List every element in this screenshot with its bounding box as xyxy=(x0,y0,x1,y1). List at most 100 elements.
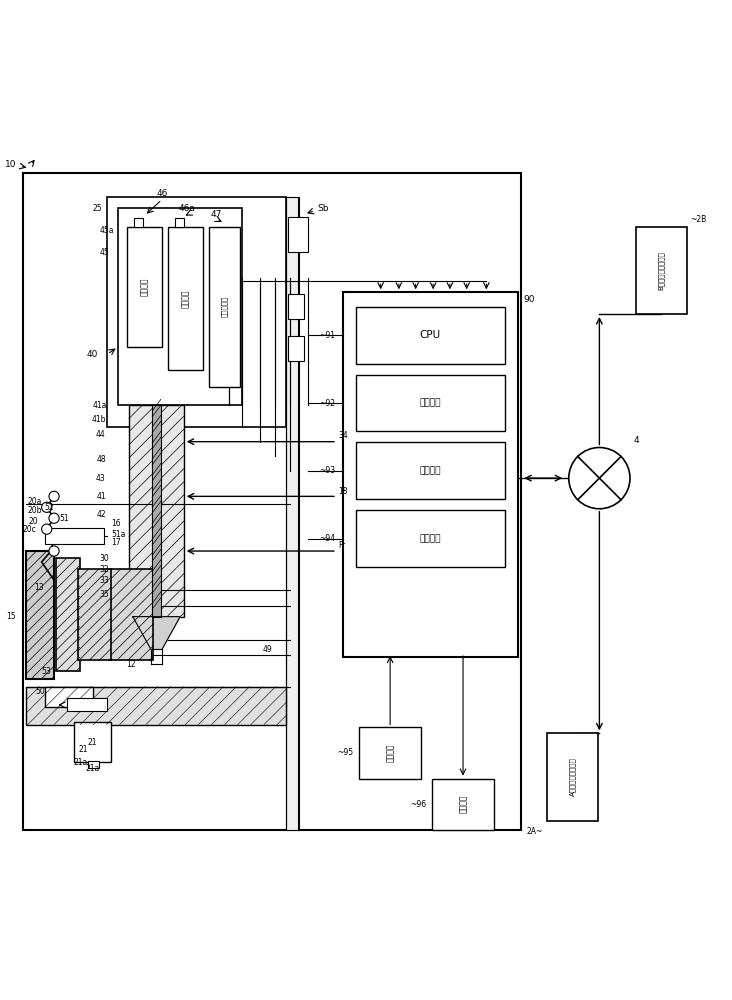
Text: 40: 40 xyxy=(86,350,98,359)
Text: 90: 90 xyxy=(523,295,535,304)
Text: 42: 42 xyxy=(96,510,106,519)
Text: 压力检测器: 压力检测器 xyxy=(221,296,228,317)
Bar xyxy=(288,336,304,361)
Text: 41a: 41a xyxy=(93,401,108,410)
Bar xyxy=(175,218,184,227)
Text: 32: 32 xyxy=(100,565,110,574)
Bar xyxy=(209,227,240,387)
Bar xyxy=(108,197,286,427)
Text: 25: 25 xyxy=(93,204,102,213)
Bar xyxy=(127,227,162,347)
Bar xyxy=(152,405,161,617)
Text: 20a: 20a xyxy=(27,497,42,506)
Text: 33: 33 xyxy=(100,576,110,585)
Circle shape xyxy=(42,502,52,512)
Bar xyxy=(56,558,80,671)
Text: 43: 43 xyxy=(96,474,106,483)
Text: 50: 50 xyxy=(36,687,45,696)
Text: 计量马达: 计量马达 xyxy=(140,277,149,296)
Text: 52: 52 xyxy=(45,503,54,512)
Text: CPU: CPU xyxy=(419,330,441,340)
Text: 输出接口: 输出接口 xyxy=(419,534,441,543)
Bar xyxy=(88,761,99,768)
Bar xyxy=(110,569,153,660)
Text: ~91: ~91 xyxy=(319,331,335,340)
Text: ~95: ~95 xyxy=(337,748,353,757)
Text: Fr: Fr xyxy=(338,541,346,550)
Bar xyxy=(75,722,111,762)
Bar xyxy=(23,173,520,830)
Text: 30: 30 xyxy=(100,554,110,563)
Circle shape xyxy=(49,513,59,523)
Text: 13: 13 xyxy=(34,583,44,592)
Text: 34: 34 xyxy=(338,431,348,440)
Text: ~94: ~94 xyxy=(319,534,335,543)
Text: ~96: ~96 xyxy=(410,800,426,809)
Bar xyxy=(26,687,286,725)
Text: 47: 47 xyxy=(211,210,223,219)
Text: 45: 45 xyxy=(100,248,110,257)
Text: 41b: 41b xyxy=(92,415,106,424)
Bar xyxy=(636,227,687,314)
Text: 注射马达: 注射马达 xyxy=(181,289,190,308)
Text: 20: 20 xyxy=(29,517,38,526)
Text: 输入装置: 输入装置 xyxy=(386,744,395,762)
Text: 21: 21 xyxy=(78,745,88,754)
Bar xyxy=(134,218,143,227)
Text: 45a: 45a xyxy=(100,226,114,235)
Text: 存储介质: 存储介质 xyxy=(419,399,441,408)
Circle shape xyxy=(42,524,52,534)
Circle shape xyxy=(49,546,59,556)
Text: 35: 35 xyxy=(100,590,110,599)
Bar xyxy=(45,528,104,544)
Text: 20b: 20b xyxy=(27,506,42,515)
Text: 20c: 20c xyxy=(23,525,37,534)
Text: 10: 10 xyxy=(4,160,16,169)
Text: 46: 46 xyxy=(156,189,168,198)
Text: 48: 48 xyxy=(96,455,106,464)
Text: 49: 49 xyxy=(263,645,272,654)
Text: 15: 15 xyxy=(7,612,16,621)
Text: 12: 12 xyxy=(127,660,136,669)
Bar xyxy=(67,698,108,711)
Bar xyxy=(45,687,93,707)
Text: 51: 51 xyxy=(59,514,69,523)
Text: ~93: ~93 xyxy=(319,466,335,475)
Text: 16: 16 xyxy=(111,519,121,528)
Bar xyxy=(78,569,111,660)
Text: 18: 18 xyxy=(338,487,348,496)
Bar xyxy=(288,217,308,252)
Bar xyxy=(129,405,184,617)
Text: B结构的注射成型机: B结构的注射成型机 xyxy=(658,251,665,290)
Text: 41: 41 xyxy=(96,492,106,501)
Bar xyxy=(547,733,598,821)
Circle shape xyxy=(49,491,59,501)
Text: 4: 4 xyxy=(634,436,639,445)
Text: 53: 53 xyxy=(42,667,51,676)
Circle shape xyxy=(569,448,630,509)
Text: 17: 17 xyxy=(111,538,121,547)
Bar xyxy=(286,197,297,830)
Text: ~2B: ~2B xyxy=(690,215,707,224)
Polygon shape xyxy=(132,617,180,649)
Bar xyxy=(168,227,203,370)
Text: 21a: 21a xyxy=(73,758,88,767)
Bar xyxy=(118,208,242,405)
Bar xyxy=(356,375,504,431)
Bar xyxy=(356,307,504,364)
Bar xyxy=(359,727,422,779)
Text: ~92: ~92 xyxy=(319,399,335,408)
Text: 输入接口: 输入接口 xyxy=(419,466,441,475)
Text: 46a: 46a xyxy=(179,204,196,213)
Text: 51a: 51a xyxy=(111,530,125,539)
Bar xyxy=(343,292,518,657)
Bar xyxy=(356,510,504,567)
Text: Sb: Sb xyxy=(317,204,329,213)
Bar xyxy=(432,779,494,830)
Text: 44: 44 xyxy=(96,430,106,439)
Text: 2A~: 2A~ xyxy=(527,827,543,836)
Bar xyxy=(26,551,54,679)
Text: 输出装置: 输出装置 xyxy=(458,795,468,813)
Text: 21a: 21a xyxy=(86,764,100,773)
Bar xyxy=(288,294,304,319)
